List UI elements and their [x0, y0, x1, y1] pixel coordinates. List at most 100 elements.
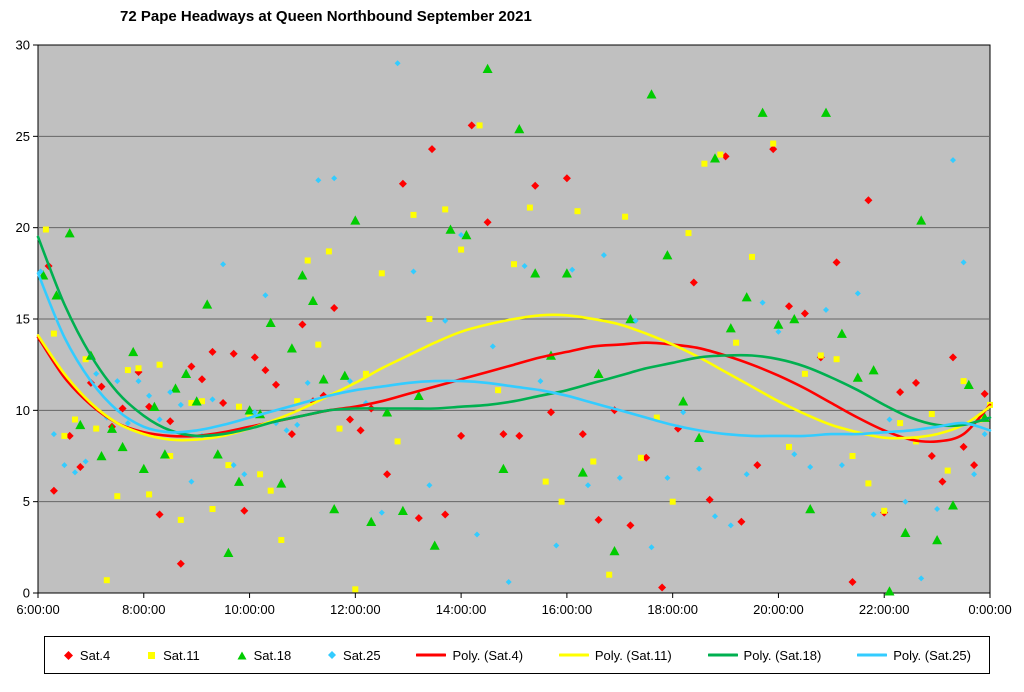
- data-point: [251, 409, 258, 416]
- data-point: [188, 478, 195, 485]
- triangle-marker-icon: [237, 651, 247, 659]
- data-point: [944, 467, 951, 474]
- data-point: [118, 404, 127, 413]
- data-point: [350, 215, 361, 225]
- data-point: [167, 453, 174, 459]
- x-tick-label: 12:00:00: [330, 602, 381, 617]
- data-point: [896, 388, 905, 397]
- data-point: [429, 540, 440, 550]
- data-point: [61, 432, 68, 439]
- legend-item-sat4[interactable]: Sat.4: [63, 648, 110, 663]
- data-point: [801, 370, 808, 377]
- y-tick-label: 20: [16, 220, 30, 235]
- data-point: [82, 356, 89, 363]
- legend-item-poly-sat4[interactable]: Poly. (Sat.4): [416, 648, 523, 663]
- legend-item-sat11[interactable]: Sat.11: [146, 648, 200, 663]
- data-point: [705, 495, 714, 504]
- data-point: [773, 319, 784, 329]
- data-point: [574, 208, 581, 215]
- data-point: [114, 493, 121, 500]
- data-point: [209, 396, 216, 403]
- trendline: [36, 272, 992, 438]
- data-point: [297, 270, 308, 280]
- legend-item-sat18[interactable]: Sat.18: [236, 647, 292, 663]
- data-point: [881, 507, 888, 514]
- data-point: [398, 179, 407, 188]
- data-point: [166, 417, 175, 426]
- legend-label: Poly. (Sat.11): [594, 647, 672, 663]
- data-point: [865, 480, 872, 487]
- legend-item-sat25[interactable]: Sat.25: [327, 648, 381, 663]
- y-tick-label: 0: [23, 586, 30, 601]
- data-point: [146, 491, 153, 498]
- data-point: [737, 517, 746, 526]
- data-point: [474, 531, 480, 538]
- data-point: [442, 206, 449, 213]
- data-point: [928, 411, 935, 417]
- chart-legend: Sat.4 Sat.11 Sat.18 Sat.25 Poly. (Sat.4): [44, 636, 990, 674]
- legend-item-poly-sat18[interactable]: Poly. (Sat.18): [707, 648, 821, 663]
- data-point: [918, 575, 925, 582]
- data-point: [646, 89, 657, 99]
- legend-label: Sat.18: [253, 647, 292, 663]
- legend-label: Poly. (Sat.4): [452, 647, 524, 663]
- x-tick-label: 20:00:00: [753, 602, 804, 617]
- data-point: [315, 341, 322, 348]
- data-point: [159, 449, 170, 459]
- data-point: [499, 430, 508, 439]
- data-point: [963, 379, 974, 390]
- diamond-marker-icon: [328, 651, 337, 659]
- data-point: [199, 398, 205, 405]
- y-tick-label: 10: [16, 403, 30, 418]
- data-point: [594, 515, 603, 524]
- data-point: [817, 352, 824, 359]
- legend-item-poly-sat11[interactable]: Poly. (Sat.11): [558, 647, 672, 663]
- data-point: [836, 328, 847, 338]
- data-point: [426, 316, 433, 322]
- data-point: [220, 261, 227, 268]
- data-point: [694, 432, 705, 442]
- data-point: [852, 372, 863, 382]
- data-point: [902, 498, 909, 505]
- data-point: [971, 471, 978, 478]
- data-point: [870, 511, 877, 518]
- data-point: [49, 486, 58, 495]
- plot-area[interactable]: 0 5 10 15 20 25 30 6:00:00 8:00:00 10:00:00 12:00:…: [0, 33, 1024, 625]
- y-tick-label: 15: [16, 312, 30, 327]
- data-point: [442, 317, 449, 324]
- data-point: [537, 378, 544, 385]
- data-point: [241, 471, 248, 478]
- trendline-swatch-icon: [857, 653, 888, 657]
- data-point: [135, 378, 142, 385]
- data-point: [240, 506, 249, 515]
- data-point: [61, 462, 68, 469]
- data-point: [138, 463, 149, 474]
- data-point: [531, 181, 540, 190]
- data-point: [356, 426, 365, 435]
- data-point: [482, 63, 493, 73]
- data-point: [658, 583, 667, 592]
- data-point: [749, 253, 755, 260]
- data-point: [117, 441, 128, 452]
- data-point: [689, 278, 698, 287]
- legend-item-poly-sat25[interactable]: Poly. (Sat.25): [857, 648, 971, 663]
- legend-label: Sat.25: [343, 647, 381, 663]
- data-point: [135, 365, 142, 372]
- data-point: [916, 215, 927, 225]
- data-point: [156, 416, 163, 423]
- data-point: [329, 504, 340, 514]
- data-point: [498, 463, 509, 474]
- data-point: [114, 378, 121, 385]
- trendline-swatch-icon: [558, 653, 589, 657]
- data-point: [753, 461, 762, 470]
- data-point: [864, 196, 873, 205]
- data-point: [236, 403, 242, 410]
- data-point: [188, 400, 195, 406]
- legend-label: Sat.4: [79, 647, 111, 663]
- data-point: [467, 121, 476, 130]
- data-point: [257, 471, 264, 478]
- data-point: [868, 365, 879, 375]
- data-point: [82, 458, 89, 465]
- data-point: [609, 546, 620, 556]
- data-point: [103, 577, 110, 584]
